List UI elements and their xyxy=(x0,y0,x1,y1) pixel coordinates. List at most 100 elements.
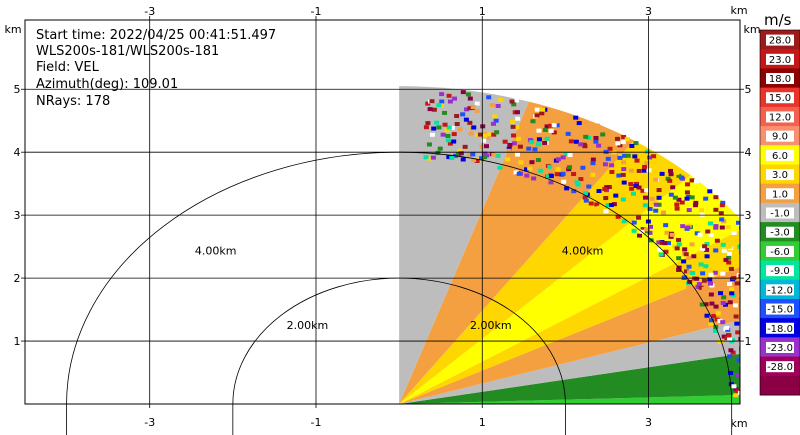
noise-cell xyxy=(725,225,731,230)
noise-cell xyxy=(547,137,553,142)
noise-cell xyxy=(535,158,541,163)
noise-cell xyxy=(719,217,725,222)
noise-cell xyxy=(735,220,740,225)
noise-cell xyxy=(582,191,588,196)
noise-cell xyxy=(726,260,732,265)
noise-cell xyxy=(628,168,634,173)
noise-cell xyxy=(491,152,497,157)
y-unit-label-right: km xyxy=(743,23,760,36)
noise-cell xyxy=(747,375,752,379)
noise-cell xyxy=(620,197,626,202)
noise-cell xyxy=(684,196,690,201)
noise-cell xyxy=(613,193,619,198)
noise-cell xyxy=(536,137,542,142)
noise-cell xyxy=(643,227,649,232)
noise-cell xyxy=(708,281,714,286)
noise-cell xyxy=(750,387,755,391)
noise-cell xyxy=(743,248,748,252)
noise-cell xyxy=(702,244,708,249)
noise-cell xyxy=(700,271,706,276)
noise-cell xyxy=(493,118,499,123)
y-tick-label-left: 5 xyxy=(14,83,21,96)
colorbar-label-bg xyxy=(766,207,794,219)
noise-cell xyxy=(668,172,674,177)
noise-cell xyxy=(596,143,602,148)
noise-cell xyxy=(636,215,642,220)
start-time-label: Start time: 2022/04/25 00:41:51.497 xyxy=(36,28,276,43)
range-ring-label: 2.00km xyxy=(470,319,512,332)
noise-cell xyxy=(620,140,626,145)
noise-cell xyxy=(445,133,451,138)
noise-cell xyxy=(460,157,466,162)
noise-cell xyxy=(657,247,663,252)
noise-cell xyxy=(447,99,453,104)
noise-cell xyxy=(731,384,737,389)
colorbar-level-label: -15.0 xyxy=(767,305,793,316)
noise-cell xyxy=(685,225,691,230)
noise-cell xyxy=(622,201,628,206)
noise-cell xyxy=(582,195,588,200)
colorbar-level-label: -3.0 xyxy=(770,228,790,239)
noise-cell xyxy=(745,357,750,361)
noise-cell xyxy=(455,152,461,157)
colorbar-level-label: -6.0 xyxy=(770,247,790,258)
velocity-band-5 xyxy=(399,175,740,404)
noise-cell xyxy=(528,140,534,145)
noise-cell xyxy=(737,245,740,250)
noise-cell xyxy=(642,203,648,208)
noise-cell xyxy=(646,173,652,178)
noise-cell xyxy=(632,198,638,203)
noise-cell xyxy=(723,257,729,262)
noise-cell xyxy=(740,317,745,321)
noise-cell xyxy=(603,209,609,214)
noise-cell xyxy=(560,127,566,132)
noise-cell xyxy=(647,230,653,235)
noise-cell xyxy=(487,132,493,137)
noise-cell xyxy=(707,306,713,311)
noise-cell xyxy=(674,202,680,207)
noise-cell xyxy=(713,304,719,309)
noise-cell xyxy=(536,142,542,147)
noise-cell xyxy=(719,203,725,208)
noise-cell xyxy=(491,132,497,137)
noise-cell xyxy=(571,172,577,177)
noise-cell xyxy=(709,318,715,323)
noise-cell xyxy=(429,132,435,137)
colorbar-label-bg xyxy=(766,341,794,353)
noise-cell xyxy=(586,192,592,197)
noise-cell xyxy=(670,185,676,190)
noise-cell xyxy=(471,158,477,163)
noise-cell xyxy=(695,284,701,289)
noise-cell xyxy=(593,135,599,140)
noise-cell xyxy=(698,208,704,213)
noise-cell xyxy=(555,167,561,172)
noise-cell xyxy=(707,277,713,282)
noise-cell xyxy=(551,123,557,128)
noise-cell xyxy=(681,259,687,264)
noise-cell xyxy=(495,153,501,158)
noise-cell xyxy=(583,198,589,203)
plot-area xyxy=(399,86,755,404)
noise-cell xyxy=(449,125,455,130)
noise-cell xyxy=(620,172,626,177)
colorbar-frame xyxy=(759,29,800,396)
noise-cell xyxy=(747,352,752,356)
noise-cell xyxy=(738,274,740,279)
noise-cell xyxy=(729,291,735,296)
noise-cell xyxy=(665,241,671,246)
noise-cell xyxy=(567,153,573,158)
x-tick-label-top: -1 xyxy=(311,5,322,18)
noise-cell xyxy=(703,196,709,201)
noise-cell xyxy=(680,224,686,229)
x-tick-label-top: 3 xyxy=(645,5,652,18)
noise-cell xyxy=(490,121,496,126)
noise-cell xyxy=(634,158,640,163)
noise-cell xyxy=(540,107,546,112)
noise-cell xyxy=(537,121,543,126)
colorbar-label-bg xyxy=(766,265,794,277)
noise-cell xyxy=(717,339,723,344)
noise-cell xyxy=(426,142,432,147)
range-ring-label: 4.00km xyxy=(562,244,604,257)
noise-cell xyxy=(617,155,623,160)
noise-cell xyxy=(588,201,594,206)
